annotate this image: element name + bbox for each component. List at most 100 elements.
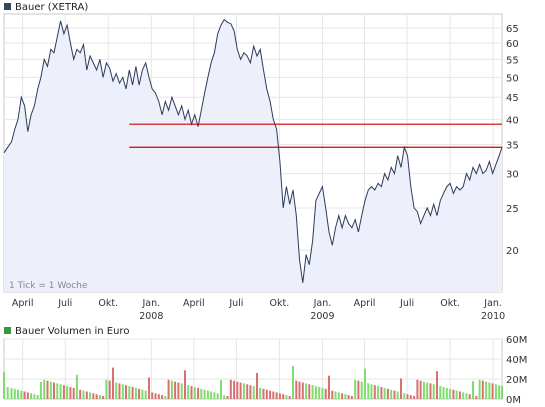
- volume-bar: [475, 396, 478, 399]
- volume-bar: [472, 381, 474, 399]
- volume-bar: [314, 386, 317, 399]
- volume-y-tick-label: 0M: [506, 395, 521, 406]
- volume-bar: [108, 380, 111, 399]
- volume-y-axis: 0M 20M 40M 60M: [506, 335, 527, 406]
- x-tick-label: Juli: [57, 298, 72, 309]
- volume-bar: [432, 384, 435, 399]
- volume-bars: [3, 365, 503, 399]
- volume-bar: [383, 387, 386, 399]
- volume-bar: [386, 388, 389, 399]
- price-title-swatch: [4, 3, 11, 10]
- volume-bar: [377, 386, 380, 399]
- volume-bar: [75, 374, 78, 399]
- volume-bar: [69, 387, 72, 399]
- x-tick-label: Okt.: [440, 298, 460, 309]
- price-area: [4, 19, 502, 292]
- price-y-axis: 20 25 30 35 40 45 50 55 60 65: [506, 24, 519, 257]
- volume-bar: [92, 393, 95, 399]
- volume-bar: [95, 394, 98, 399]
- volume-bar: [422, 381, 425, 399]
- volume-bar: [501, 386, 503, 399]
- price-y-tick-label: 45: [506, 93, 519, 104]
- volume-bar: [98, 395, 101, 399]
- x-tick-year: 2010: [481, 311, 505, 322]
- volume-bar: [328, 375, 330, 399]
- x-tick-label: Okt.: [98, 298, 118, 309]
- volume-bar: [370, 384, 373, 399]
- volume-bar: [151, 392, 154, 399]
- volume-bar: [203, 389, 206, 399]
- volume-bar: [341, 393, 344, 399]
- volume-bar: [429, 383, 432, 399]
- volume-bar: [223, 395, 226, 399]
- volume-bar: [272, 391, 275, 399]
- volume-bar: [406, 394, 409, 399]
- volume-bar: [17, 389, 19, 399]
- volume-bar: [494, 384, 497, 399]
- volume-bar: [380, 387, 383, 399]
- volume-bar: [246, 384, 249, 399]
- volume-bar: [154, 393, 157, 399]
- volume-bar: [62, 385, 65, 399]
- volume-bar: [295, 380, 298, 399]
- volume-bar: [79, 389, 82, 399]
- volume-bar: [33, 394, 36, 399]
- volume-bar: [321, 387, 324, 399]
- volume-bar: [26, 392, 29, 399]
- x-tick-label: Juli: [399, 298, 414, 309]
- volume-bar: [436, 371, 438, 399]
- x-tick-label: Jan.: [141, 298, 160, 309]
- price-y-tick-label: 65: [506, 24, 519, 35]
- volume-bar: [396, 391, 399, 399]
- volume-bar: [442, 387, 445, 399]
- volume-bar: [344, 394, 347, 399]
- volume-y-tick-label: 60M: [506, 335, 527, 346]
- volume-bar: [468, 394, 471, 399]
- volume-bar: [337, 392, 340, 399]
- volume-bar: [118, 383, 121, 399]
- volume-y-tick-label: 40M: [506, 355, 527, 366]
- volume-bar: [282, 394, 285, 399]
- volume-bar: [262, 388, 265, 399]
- volume-bar: [82, 390, 85, 399]
- volume-bar: [308, 384, 311, 399]
- volume-y-tick-label: 20M: [506, 375, 527, 386]
- volume-bar: [128, 386, 131, 399]
- volume-bar: [413, 396, 416, 399]
- x-tick-label: April: [354, 298, 376, 309]
- volume-bar: [125, 385, 127, 399]
- volume-panel: Bauer Volumen in Euro 0M 20M 40M 60M: [3, 326, 527, 406]
- volume-bar: [393, 390, 396, 399]
- x-tick-year: 2009: [310, 311, 334, 322]
- volume-bar: [347, 395, 350, 399]
- price-y-tick-label: 40: [506, 115, 519, 126]
- volume-bar: [121, 384, 124, 399]
- volume-bar: [298, 381, 301, 399]
- x-axis: April Juli Okt. Jan. 2008 April Juli Okt. Jan. 20…: [12, 298, 505, 322]
- volume-bar: [465, 393, 468, 399]
- volume-bar: [275, 392, 278, 399]
- volume-bar: [193, 387, 196, 399]
- volume-bar: [6, 387, 9, 399]
- volume-bar: [233, 380, 236, 399]
- volume-bar: [10, 387, 13, 399]
- volume-bar: [112, 367, 114, 399]
- volume-bar: [157, 394, 160, 399]
- volume-bar: [462, 392, 465, 399]
- volume-bar: [445, 387, 448, 399]
- volume-bar: [131, 387, 134, 399]
- volume-bar: [89, 392, 91, 399]
- volume-bar: [43, 379, 46, 399]
- price-y-tick-label: 60: [506, 39, 519, 50]
- volume-bar: [292, 365, 294, 399]
- volume-bar: [360, 381, 363, 399]
- volume-bar: [53, 382, 55, 399]
- volume-bar: [66, 386, 69, 399]
- volume-bar: [184, 370, 186, 399]
- volume-bar: [210, 391, 213, 399]
- x-tick-label: Jan.: [483, 298, 502, 309]
- volume-bar: [485, 381, 488, 399]
- volume-chart-title: Bauer Volumen in Euro: [15, 326, 129, 337]
- volume-bar: [498, 385, 501, 399]
